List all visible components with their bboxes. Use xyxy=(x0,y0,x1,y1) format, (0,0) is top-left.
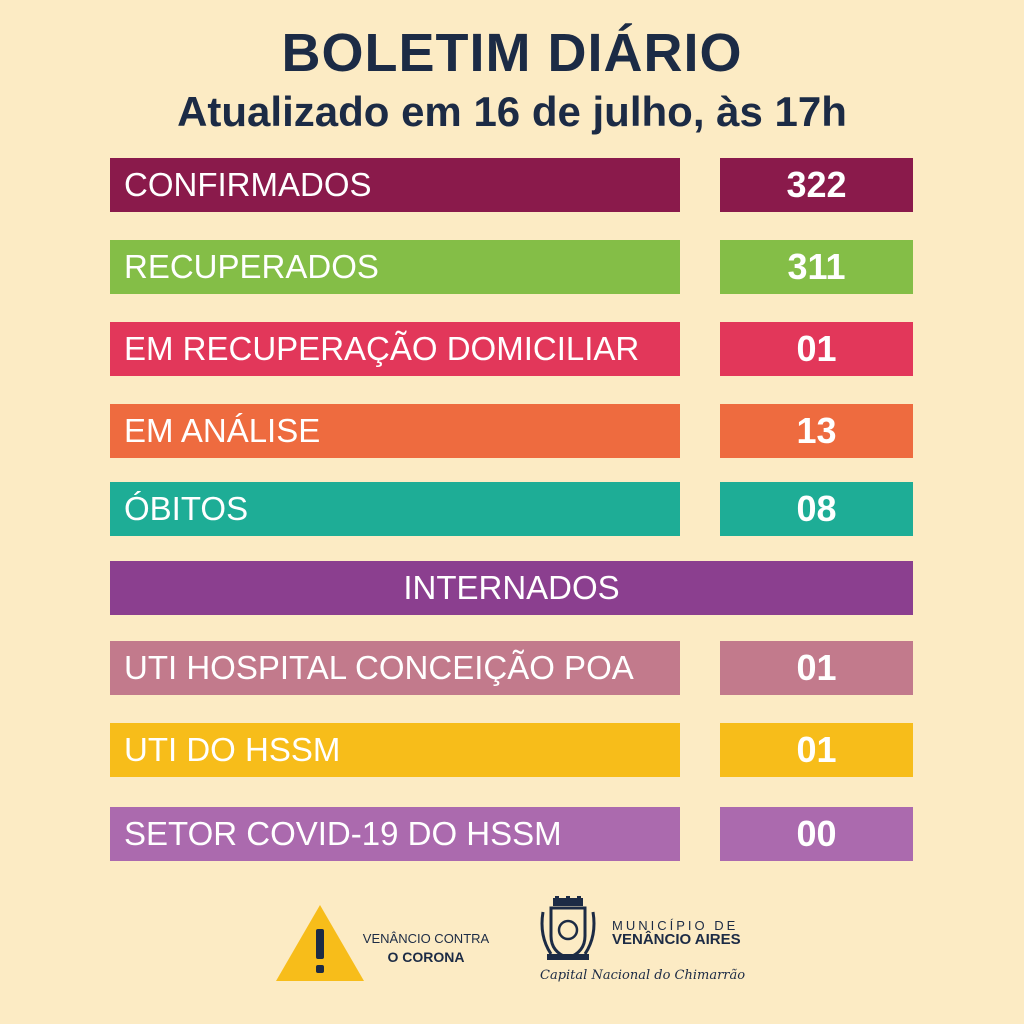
campaign-line-1: VENÂNCIO CONTRA xyxy=(362,931,490,946)
city-crest-icon xyxy=(540,896,596,960)
campaign-text: VENÂNCIO CONTRA O CORONA xyxy=(356,930,496,966)
stat-value: 311 xyxy=(720,240,913,294)
stat-label: EM ANÁLISE xyxy=(110,404,680,458)
stat-label: EM RECUPERAÇÃO DOMICILIAR xyxy=(110,322,680,376)
municipality-name: VENÂNCIO AIRES xyxy=(612,931,741,948)
stat-label: UTI DO HSSM xyxy=(110,723,680,777)
stat-value: 13 xyxy=(720,404,913,458)
stat-label: ÓBITOS xyxy=(110,482,680,536)
stat-value: 01 xyxy=(720,322,913,376)
stat-label: SETOR COVID-19 DO HSSM xyxy=(110,807,680,861)
stat-value: 01 xyxy=(720,641,913,695)
campaign-line-2: O CORONA xyxy=(387,949,465,965)
stat-value: 08 xyxy=(720,482,913,536)
stat-label: UTI HOSPITAL CONCEIÇÃO POA xyxy=(110,641,680,695)
page-subtitle: Atualizado em 16 de julho, às 17h xyxy=(177,88,847,135)
city-slogan: Capital Nacional do Chimarrão xyxy=(540,968,746,983)
municipality-label: MUNICÍPIO DE xyxy=(612,918,739,933)
internados-heading: INTERNADOS xyxy=(110,561,913,615)
stat-label: RECUPERADOS xyxy=(110,240,680,294)
stat-value: 322 xyxy=(720,158,913,212)
page-title: BOLETIM DIÁRIO xyxy=(281,23,743,83)
warning-triangle-icon xyxy=(276,905,364,981)
stat-value: 01 xyxy=(720,723,913,777)
stat-label: CONFIRMADOS xyxy=(110,158,680,212)
stat-value: 00 xyxy=(720,807,913,861)
